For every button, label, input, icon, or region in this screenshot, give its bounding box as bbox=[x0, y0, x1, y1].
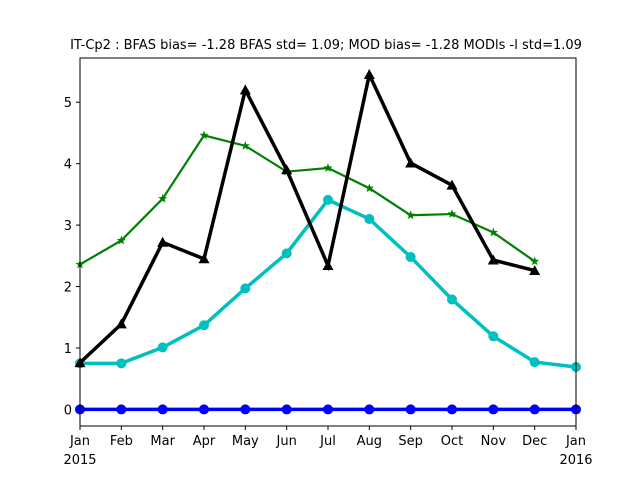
x-tick-label: Apr bbox=[193, 434, 216, 449]
series-2 bbox=[75, 130, 540, 269]
x-tick-label: Jan bbox=[69, 434, 90, 449]
triangle-marker bbox=[281, 164, 293, 175]
x-tick-sublabel: 2016 bbox=[559, 453, 592, 468]
triangle-marker bbox=[115, 318, 127, 329]
star-marker bbox=[116, 235, 126, 245]
circle-marker bbox=[199, 320, 209, 331]
y-tick-label: 3 bbox=[64, 219, 72, 234]
circle-marker bbox=[529, 357, 540, 368]
x-tick-label: Jan bbox=[565, 434, 586, 449]
x-tick-label: May bbox=[232, 434, 259, 449]
circle-marker bbox=[116, 404, 127, 415]
x-tick-sublabel: 2015 bbox=[63, 453, 96, 468]
x-tick-label: Jun bbox=[276, 434, 297, 449]
x-tick-label: Sep bbox=[398, 434, 423, 449]
plot-area-frame bbox=[79, 57, 577, 427]
x-tick-label: Nov bbox=[481, 434, 507, 449]
x-tick-label: Mar bbox=[150, 434, 175, 449]
circle-marker bbox=[323, 404, 333, 415]
y-tick-label: 1 bbox=[64, 342, 72, 357]
star-marker bbox=[447, 209, 457, 218]
circle-marker bbox=[281, 248, 292, 259]
circle-marker bbox=[323, 194, 333, 205]
star-marker bbox=[406, 210, 416, 220]
circle-marker bbox=[447, 404, 457, 415]
y-tick-label: 0 bbox=[64, 403, 72, 418]
series-line bbox=[79, 134, 536, 266]
triangle-marker bbox=[529, 265, 541, 275]
x-tick-label: Dec bbox=[522, 434, 547, 449]
y-tick-label: 2 bbox=[64, 281, 72, 296]
star-marker bbox=[323, 163, 333, 172]
triangle-marker bbox=[487, 254, 499, 265]
circle-marker bbox=[447, 294, 457, 305]
circle-marker bbox=[488, 331, 499, 342]
circle-marker bbox=[405, 404, 416, 415]
x-tick-label: Feb bbox=[110, 434, 133, 449]
x-tick-label: Aug bbox=[357, 434, 382, 449]
y-tick-label: 5 bbox=[64, 96, 72, 111]
series-1 bbox=[75, 194, 581, 373]
y-tick-label: 4 bbox=[64, 158, 72, 173]
circle-marker bbox=[157, 342, 168, 353]
star-marker bbox=[199, 130, 209, 140]
triangle-marker bbox=[446, 179, 458, 190]
circle-marker bbox=[529, 404, 540, 415]
star-marker bbox=[488, 227, 498, 237]
series-line bbox=[78, 69, 536, 364]
circle-marker bbox=[281, 404, 292, 415]
x-tick-label: Jul bbox=[319, 434, 336, 449]
circle-marker bbox=[199, 404, 209, 415]
circle-marker bbox=[488, 404, 499, 415]
chart-title: IT-Cp2 : BFAS bias= -1.28 BFAS std= 1.09… bbox=[70, 38, 582, 53]
triangle-marker bbox=[405, 157, 417, 168]
series-0 bbox=[75, 404, 581, 415]
triangle-marker bbox=[322, 260, 334, 271]
star-marker bbox=[158, 193, 168, 203]
series-line bbox=[80, 197, 577, 369]
x-tick-label: Oct bbox=[441, 434, 463, 449]
triangle-marker bbox=[363, 69, 375, 79]
circle-marker bbox=[405, 252, 416, 263]
circle-marker bbox=[157, 404, 168, 415]
star-marker bbox=[530, 256, 540, 266]
triangle-marker bbox=[198, 253, 210, 264]
circle-marker bbox=[116, 358, 127, 369]
star-marker bbox=[240, 141, 250, 150]
circle-marker bbox=[364, 404, 375, 415]
star-marker bbox=[364, 183, 374, 193]
plot-series-layer bbox=[74, 69, 581, 415]
triangle-marker bbox=[239, 84, 251, 95]
circle-marker bbox=[240, 404, 251, 415]
circle-marker bbox=[240, 283, 251, 294]
circle-marker bbox=[364, 213, 375, 224]
triangle-marker bbox=[157, 236, 169, 247]
